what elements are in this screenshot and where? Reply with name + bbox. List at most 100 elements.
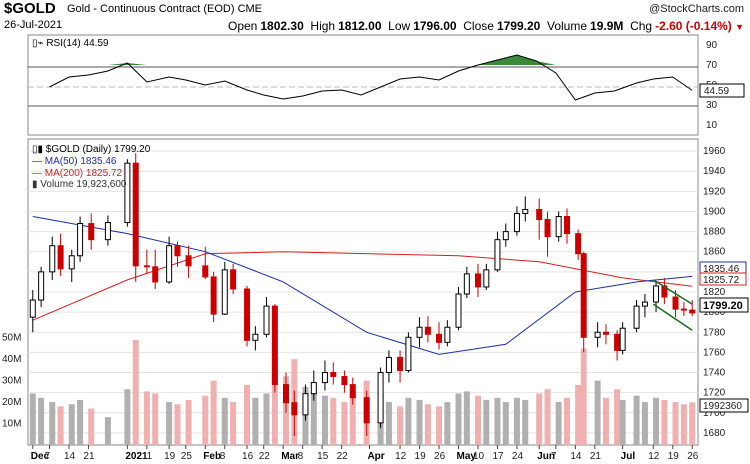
volume-bar xyxy=(653,397,660,445)
volume-bar xyxy=(483,399,490,445)
candle-body xyxy=(263,305,270,335)
volume-bar xyxy=(349,393,356,445)
candle-body xyxy=(252,333,259,341)
volume-bar xyxy=(152,393,159,445)
candle-body xyxy=(321,372,328,384)
x-tick-label: 19 xyxy=(668,451,680,462)
volume-bar xyxy=(536,393,543,445)
volume-bar xyxy=(252,397,259,445)
legend-price: ▯▮ $GOLD (Daily) 1799.20 xyxy=(32,144,151,155)
candle-body xyxy=(680,308,687,311)
price-y-tick-label: 1720 xyxy=(703,388,726,399)
x-tick-label: 2021 xyxy=(125,451,148,462)
candle-body xyxy=(602,331,609,335)
candle-body xyxy=(124,162,131,224)
candle-body xyxy=(564,216,571,235)
candle-body xyxy=(310,382,317,395)
candle-body xyxy=(405,336,412,372)
candle-body xyxy=(522,208,529,214)
rsi-legend-icon: ▯⌁ xyxy=(32,38,44,49)
volume-bar xyxy=(463,391,470,445)
volume-y-tick-label: 10M xyxy=(2,419,21,430)
x-tick-label: 12 xyxy=(395,451,407,462)
price-y-tick-label: 1960 xyxy=(703,146,726,157)
volume-bar xyxy=(416,399,423,445)
volume-last-value: 1992360 xyxy=(703,401,742,412)
candle-body xyxy=(536,208,543,221)
volume-bar xyxy=(575,384,582,445)
volume-bar xyxy=(143,391,150,445)
volume-bar xyxy=(455,393,462,445)
ma200-last-value-box xyxy=(699,272,747,286)
volume-bar xyxy=(641,402,648,445)
candle-body xyxy=(653,285,660,303)
candle-body xyxy=(271,305,278,386)
candle-body xyxy=(282,384,289,404)
x-tick-label: 21 xyxy=(83,451,95,462)
volume-bar xyxy=(564,397,571,445)
volume-bar xyxy=(271,363,278,445)
candle-body xyxy=(614,333,621,351)
volume-bar xyxy=(57,406,64,445)
x-tick-label: 26 xyxy=(434,451,446,462)
price-y-tick-label: 1860 xyxy=(703,247,726,258)
x-tick-label: 8 xyxy=(220,451,226,462)
volume-bar xyxy=(633,395,640,445)
copyright-link[interactable]: @StockCharts.com xyxy=(649,3,744,15)
high-label: High xyxy=(310,19,336,33)
down-triangle-icon: ▼ xyxy=(735,22,745,32)
legend-ma200-icon: — xyxy=(32,168,45,179)
x-tick-label: 14 xyxy=(64,451,76,462)
candle-body xyxy=(689,309,696,314)
rsi-legend-text: RSI(14) 44.59 xyxy=(46,38,109,49)
legend-ma50-icon: — xyxy=(32,156,45,167)
price-last-value-box xyxy=(699,297,749,313)
volume-bar xyxy=(132,339,139,445)
candle-body xyxy=(463,273,470,295)
exchange-label: CME xyxy=(237,3,263,15)
volume-bar xyxy=(502,402,509,445)
x-tick-label: 16 xyxy=(242,451,254,462)
x-tick-label: 12 xyxy=(648,451,660,462)
price-y-axis: 1960194019201900188018601840182018001780… xyxy=(703,146,726,439)
rsi-line xyxy=(49,54,693,101)
volume-y-tick-label: 50M xyxy=(2,333,21,344)
price-legend: ▯▮ $GOLD (Daily) 1799.20 — MA(50) 1835.4… xyxy=(32,144,151,190)
price-y-tick-label: 1800 xyxy=(703,307,726,318)
rsi-y-tick-label: 10 xyxy=(706,120,718,131)
volume-bar xyxy=(263,393,270,445)
candle-body xyxy=(494,239,501,271)
candle-body xyxy=(29,299,36,318)
candle-body xyxy=(210,276,217,315)
volume-bar xyxy=(321,395,328,445)
volume-bar xyxy=(38,397,45,445)
volume-bar xyxy=(436,406,443,445)
legend-ma200-text: MA(200) 1825.72 xyxy=(45,168,123,179)
legend-ma200: — MA(200) 1825.72 xyxy=(32,168,122,179)
volume-bar xyxy=(124,389,131,445)
x-tick-label: Jun xyxy=(537,451,555,462)
x-tick-label: 22 xyxy=(337,451,349,462)
volume-bar xyxy=(580,348,587,445)
close-value: 1799.20 xyxy=(496,19,541,33)
x-tick-label: 19 xyxy=(415,451,427,462)
rsi-y-tick-label: 30 xyxy=(706,100,718,111)
price-last-value: 1799.20 xyxy=(703,300,743,312)
volume-y-tick-label: 20M xyxy=(2,397,21,408)
volume-bar xyxy=(494,397,501,445)
price-y-tick-label: 1920 xyxy=(703,186,726,197)
volume-bar xyxy=(474,395,481,445)
rsi-last-value-box xyxy=(699,83,745,98)
candle-body xyxy=(513,212,520,233)
candle-body xyxy=(174,245,181,257)
x-tick-label: 7 xyxy=(44,451,50,462)
volume-bar xyxy=(310,393,317,445)
candle-body xyxy=(49,245,56,273)
candle-body xyxy=(544,219,551,238)
x-tick-label: Dec xyxy=(31,451,50,462)
rsi-legend: ▯⌁ RSI(14) 44.59 xyxy=(32,38,109,49)
legend-volume: ▮ Volume 19,923,600 xyxy=(32,179,127,190)
legend-price-text: $GOLD (Daily) 1799.20 xyxy=(46,144,151,155)
volume-bar xyxy=(661,399,668,445)
